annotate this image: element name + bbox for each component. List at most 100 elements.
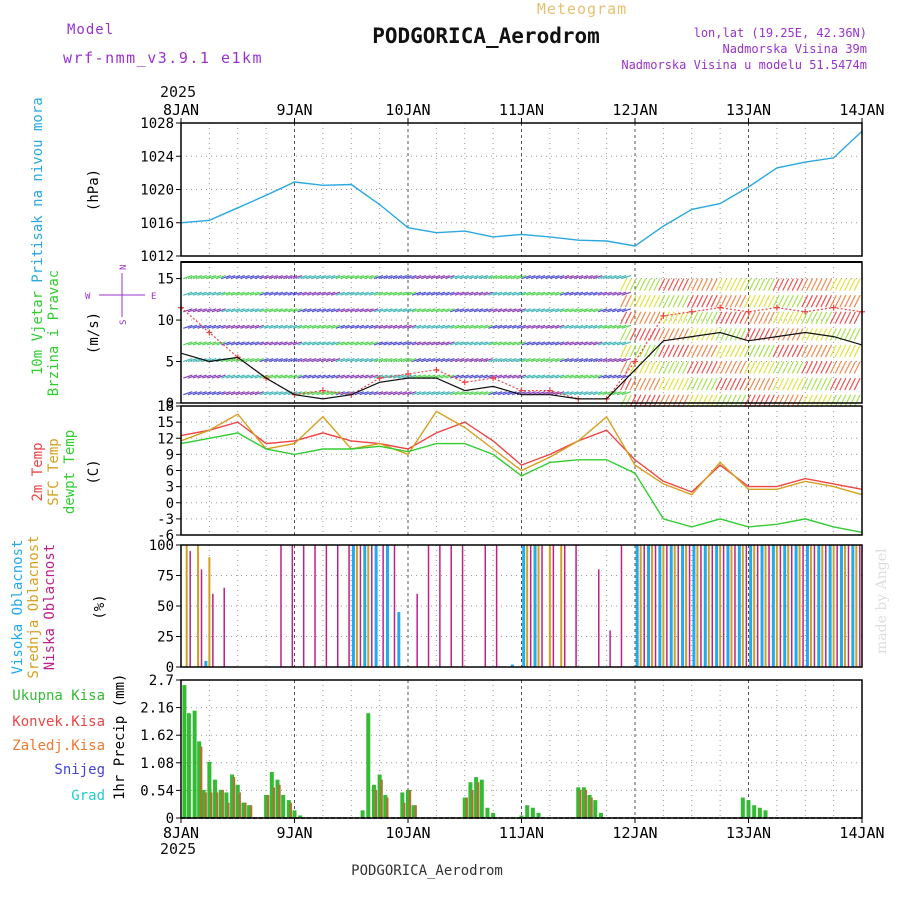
wind-barb: [421, 275, 431, 280]
wind-barb: [221, 374, 231, 379]
wind-barb: [225, 391, 236, 396]
cloud-bar-visoka: [647, 545, 651, 667]
wind-barb: [264, 324, 274, 329]
wind-barb: [330, 291, 341, 296]
wind-barb: [526, 374, 536, 379]
cloud-bar-srednja: [537, 545, 540, 667]
precip-bar-total: [269, 772, 274, 818]
wind-barb: [326, 275, 336, 280]
wind-barb: [483, 275, 493, 280]
wind-barb: [621, 275, 632, 280]
wind-barb: [588, 341, 598, 346]
wind-barb: [454, 357, 465, 363]
wind-barb: [848, 394, 856, 407]
wind-barb: [211, 291, 222, 296]
y-tick-label: 1.62: [140, 728, 174, 744]
wind-barb: [658, 278, 666, 291]
wind-barb: [550, 391, 560, 396]
wind-barb: [772, 328, 780, 341]
legend-grad: Grad: [71, 788, 105, 804]
wind-barb: [734, 361, 742, 374]
wind-barb: [583, 374, 593, 379]
wind-barb: [421, 324, 431, 329]
wind-barb: [192, 275, 202, 280]
cloud-bar-niska: [575, 545, 577, 667]
wind-barb: [720, 311, 728, 325]
cloud-bar-niska: [314, 545, 316, 667]
wind-barb: [521, 341, 531, 346]
wind-barb: [535, 324, 546, 329]
wind-barb: [691, 328, 699, 341]
wind-barb: [183, 324, 193, 329]
wind-barb: [662, 394, 671, 407]
wind-barb: [535, 308, 546, 313]
wind-barb: [748, 377, 756, 391]
wind-barb: [440, 324, 450, 329]
wind-barb: [677, 361, 685, 374]
wind-barb: [202, 275, 212, 280]
wind-barb: [249, 341, 260, 346]
panel-unit-wind: (m/s): [86, 312, 102, 354]
wind-barb: [435, 291, 446, 296]
wind-barb: [639, 311, 647, 325]
precip-bar-total: [581, 787, 586, 818]
wind-barb: [416, 341, 427, 346]
precip-bar-conv: [221, 789, 224, 818]
wind-barb: [316, 324, 326, 329]
wind-barb: [602, 357, 612, 363]
precip-bar-total: [192, 710, 197, 818]
cloud-bar-niska: [688, 545, 691, 667]
wind-barb: [607, 357, 617, 363]
wind-barb: [724, 278, 733, 291]
x-tick-label-top: 11JAN: [499, 101, 544, 119]
series-line-dewpt-temp: [180, 432, 863, 533]
wind-barb: [407, 308, 417, 313]
wind-barb: [264, 275, 274, 280]
panel-title-wind: Brzina i Pravac: [46, 270, 62, 396]
wind-barb: [297, 275, 307, 280]
wind-barb: [810, 278, 818, 291]
precip-unit: 1hr Precip (mm): [112, 674, 128, 800]
wind-barb: [388, 291, 398, 296]
wind-barb: [753, 328, 761, 341]
cloud-bar-niska: [598, 569, 600, 667]
wind-barb: [569, 357, 579, 363]
wind-barb: [268, 275, 279, 280]
wind-barb: [578, 341, 589, 346]
wind-barb: [340, 291, 350, 296]
wind-barb: [421, 357, 431, 363]
wind-barb: [225, 308, 236, 313]
wind-barb: [488, 291, 498, 296]
wind-barb: [658, 344, 666, 358]
wind-barb: [629, 344, 637, 358]
wind-barb: [292, 324, 303, 329]
wind-barb: [478, 308, 489, 313]
wind-barb: [691, 377, 699, 391]
wind-barb: [648, 278, 656, 291]
wind-barb: [744, 328, 752, 341]
precip-bar-conv: [215, 792, 219, 818]
wind-barb: [202, 324, 212, 329]
cloud-bar-srednja: [673, 545, 676, 667]
wind-barb: [545, 308, 555, 313]
wind-barb: [359, 275, 369, 280]
wind-barb: [373, 308, 384, 313]
wind-barb: [311, 341, 322, 346]
wind-barb: [411, 391, 422, 396]
wind-barb: [653, 377, 661, 391]
wind-barb: [739, 311, 747, 325]
cloud-bar-visoka: [658, 545, 662, 667]
panel-title-pressure: Pritisak na nivou mora: [30, 97, 46, 282]
wind-barb: [825, 377, 833, 391]
wind-barb: [321, 275, 331, 280]
wind-barb: [777, 294, 785, 308]
wind-barb: [211, 391, 222, 396]
wind-barb: [407, 275, 417, 280]
y-tick-label: 1016: [140, 216, 174, 232]
cloud-bar-srednja: [764, 545, 767, 667]
wind-barb: [777, 377, 785, 391]
wind-barb: [777, 328, 785, 341]
wind-barb: [216, 324, 226, 329]
wind-barb: [658, 361, 666, 374]
wind-barb: [230, 324, 241, 329]
